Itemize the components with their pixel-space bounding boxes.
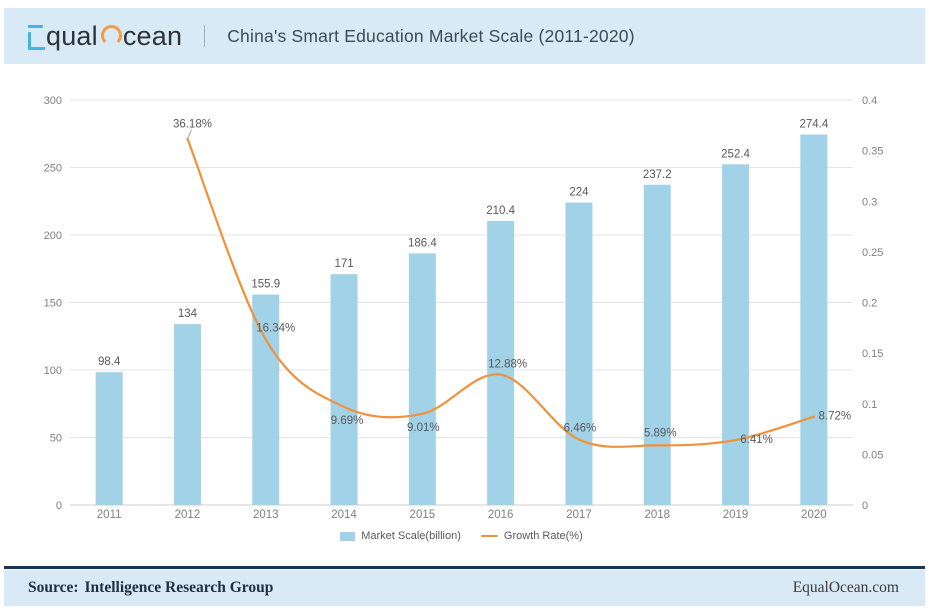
chart-legend: Market Scale(billion) Growth Rate(%) <box>70 530 853 542</box>
header-band: qual cean China's Smart Education Market… <box>4 8 925 64</box>
x-axis-label: 2016 <box>488 509 514 521</box>
page-title: China's Smart Education Market Scale (20… <box>227 25 635 46</box>
bar-label: 210.4 <box>486 205 515 217</box>
growth-label: 6.46% <box>564 423 597 435</box>
bar-label: 224 <box>569 187 589 199</box>
axis-tick-right: 0.25 <box>862 247 883 259</box>
growth-label: 5.89% <box>644 427 677 439</box>
source-line: Source: Intelligence Research Group <box>28 579 273 597</box>
header-divider <box>204 25 206 47</box>
x-axis-label: 2020 <box>801 509 827 521</box>
market-scale-chart: 300 250 200 150 100 50 0 0.4 0.35 0.3 0.25 0.2 0.15 0… <box>44 95 884 521</box>
bar-label: 171 <box>334 258 353 270</box>
axis-tick-left: 100 <box>44 365 62 377</box>
growth-label: 9.01% <box>407 422 440 434</box>
axis-tick-right: 0.05 <box>862 449 883 461</box>
axis-tick-right: 0.2 <box>862 298 877 310</box>
legend-growth-swatch <box>480 534 498 538</box>
bar-2020 <box>800 134 828 505</box>
growth-label: 16.34% <box>256 323 295 335</box>
bar-2016 <box>487 220 515 505</box>
bar-2019 <box>722 164 750 505</box>
x-axis-label: 2015 <box>410 509 436 521</box>
bar-label: 98.4 <box>98 356 121 368</box>
axis-tick-right: 0 <box>862 500 868 512</box>
bar-label: 186.4 <box>408 237 437 249</box>
bar-label: 274.4 <box>799 119 828 131</box>
x-axis-label: 2018 <box>644 509 670 521</box>
legend-market-scale-label: Market Scale(billion) <box>361 530 461 542</box>
x-axis-label: 2013 <box>253 509 279 521</box>
axis-tick-left: 300 <box>44 95 62 107</box>
x-axis-label: 2012 <box>175 509 201 521</box>
label-leader-line <box>187 129 192 139</box>
bar-label: 134 <box>178 308 198 320</box>
axis-tick-right: 0.1 <box>862 399 877 411</box>
bar-2015 <box>408 253 436 505</box>
bar-2017 <box>565 202 593 505</box>
logo-equal-text: qual <box>46 20 98 51</box>
logo-e-icon <box>28 24 45 50</box>
bar-2013 <box>252 294 280 505</box>
axis-tick-right: 0.4 <box>862 95 877 107</box>
logo-ocean-text: cean <box>122 20 183 51</box>
bar-2014 <box>330 274 358 505</box>
bar-label: 237.2 <box>643 169 672 181</box>
x-axis-label: 2017 <box>566 509 592 521</box>
site-link[interactable]: EqualOcean.com <box>792 579 899 596</box>
axis-tick-right: 0.15 <box>862 348 883 360</box>
bar-2018 <box>643 184 671 505</box>
bar-2012 <box>173 324 201 505</box>
footer-band: Source: Intelligence Research Group Equal… <box>4 570 925 606</box>
legend-market-scale-swatch <box>340 531 356 541</box>
axis-tick-left: 0 <box>56 500 62 512</box>
x-axis-label: 2014 <box>331 509 357 521</box>
x-axis-label: 2011 <box>97 509 122 521</box>
growth-label: 12.88% <box>488 359 527 371</box>
axis-tick-right: 0.3 <box>862 196 877 208</box>
growth-label: 9.69% <box>331 415 364 427</box>
logo-o-icon <box>100 24 122 46</box>
axis-tick-left: 250 <box>44 163 62 175</box>
growth-label: 36.18% <box>173 119 212 131</box>
source-label: Source: <box>28 579 79 596</box>
bar-label: 252.4 <box>721 148 750 160</box>
equalocean-logo: qual cean <box>28 20 183 51</box>
axis-tick-left: 50 <box>50 433 62 445</box>
bar-label: 155.9 <box>251 279 280 291</box>
bar-2011 <box>95 372 123 505</box>
footer-rule <box>4 566 925 569</box>
axis-tick-left: 150 <box>44 298 62 310</box>
legend-growth-label: Growth Rate(%) <box>503 530 583 542</box>
growth-line <box>186 137 815 448</box>
growth-label: 6.41% <box>740 434 773 446</box>
axis-tick-right: 0.35 <box>862 146 883 158</box>
source-text: Intelligence Research Group <box>84 579 274 596</box>
axis-tick-left: 200 <box>44 230 62 242</box>
growth-label: 8.72% <box>819 411 852 423</box>
x-axis-label: 2019 <box>723 509 749 521</box>
